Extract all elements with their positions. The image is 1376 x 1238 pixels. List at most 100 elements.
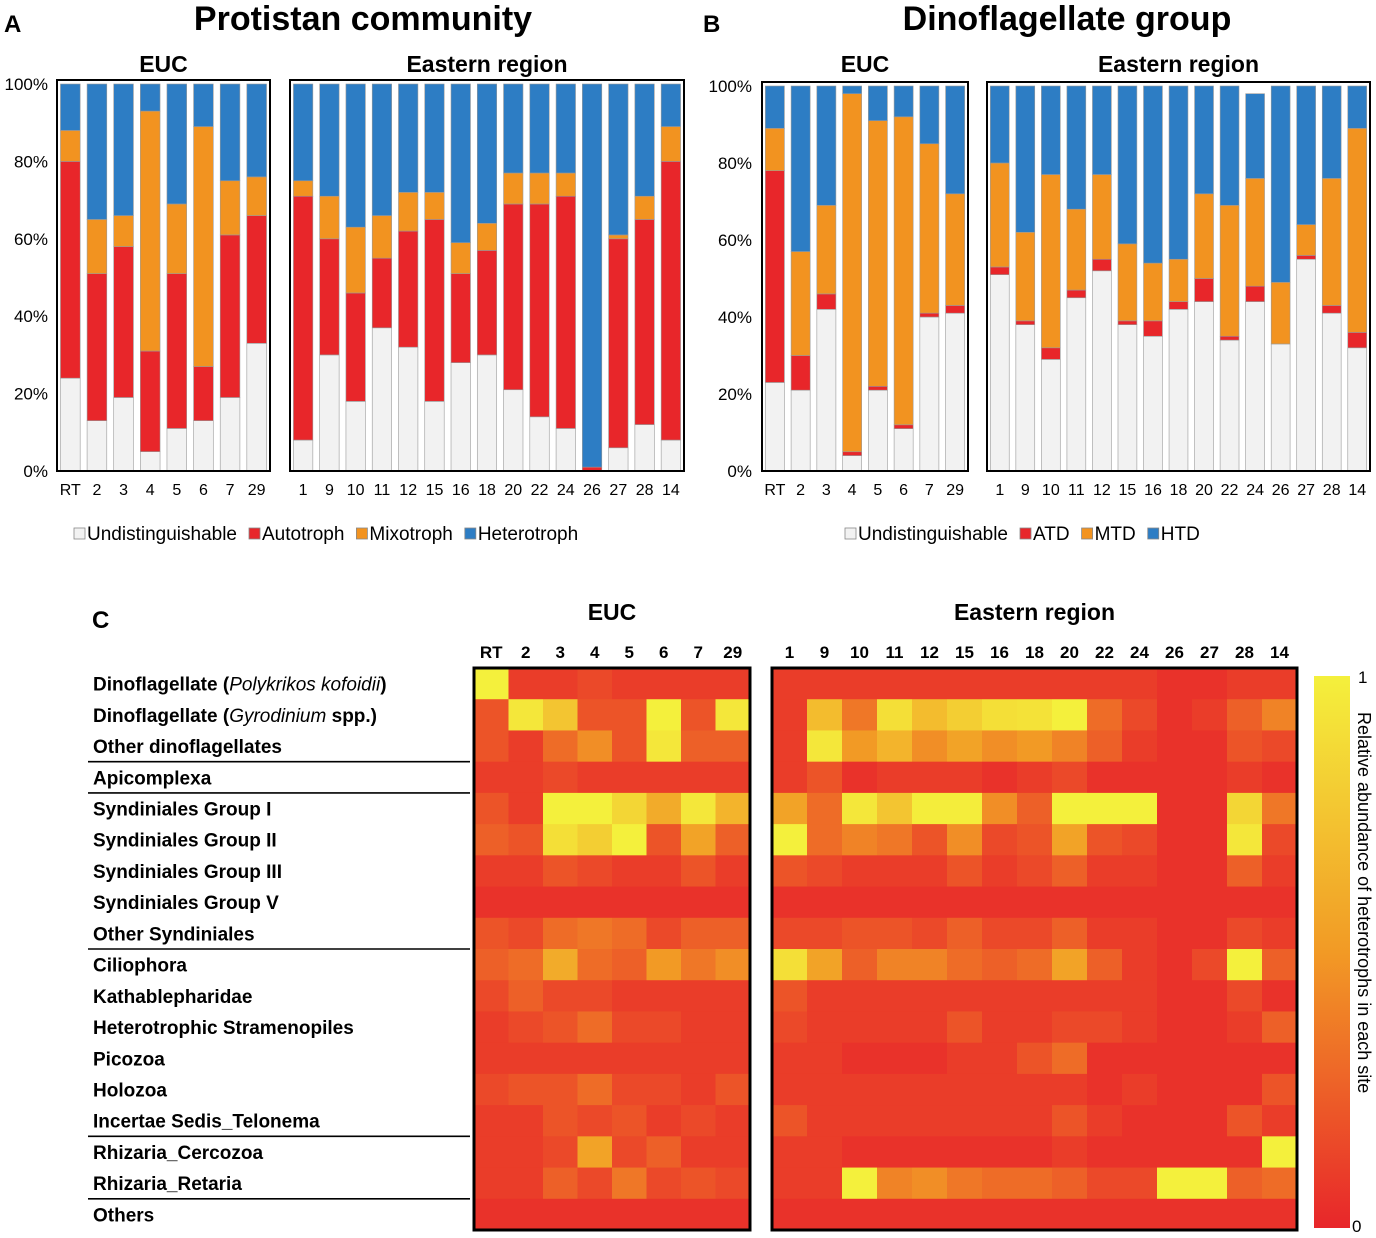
bar-segment-mixotroph bbox=[634, 195, 655, 220]
heatmap-cell bbox=[1052, 1167, 1088, 1200]
panel-b-stacked-bar-chart: B Dinoflagellate group 0% 20% 40% 60% 80% 100% E… bbox=[703, 0, 1371, 545]
bar-segment-undistinguishable bbox=[1296, 258, 1316, 472]
bar-segment-htd bbox=[1066, 85, 1087, 210]
heatmap-cell bbox=[715, 668, 751, 700]
heatmap-cell bbox=[646, 980, 682, 1013]
heatmap-cell bbox=[1122, 792, 1158, 825]
column-label: 20 bbox=[1060, 643, 1079, 662]
heatmap-cell bbox=[715, 699, 751, 732]
bar-segment-atd bbox=[990, 266, 1010, 275]
heatmap-cell bbox=[1192, 824, 1228, 856]
heatmap-cell bbox=[947, 1198, 983, 1231]
bar-segment-heterotroph bbox=[398, 83, 419, 193]
heatmap-cell bbox=[543, 1011, 579, 1044]
heatmap-cell bbox=[1157, 824, 1193, 856]
heatmap-cell bbox=[947, 1073, 983, 1106]
bar-segment-autotroph bbox=[476, 250, 498, 356]
x-tick-label: RT bbox=[764, 482, 785, 499]
heatmap-cell bbox=[982, 730, 1018, 763]
bar-segment-undistinguishable bbox=[450, 362, 471, 472]
heatmap-frame bbox=[770, 666, 1299, 1232]
heatmap-cell bbox=[947, 980, 983, 1013]
bar-segment-undistinguishable bbox=[293, 439, 314, 472]
bar-segment-undistinguishable bbox=[503, 389, 524, 472]
bar-segment-heterotroph bbox=[246, 83, 267, 178]
heatmap-cell bbox=[772, 699, 808, 732]
bar-segment-mtd bbox=[919, 143, 940, 314]
heatmap-cell bbox=[577, 1136, 613, 1169]
bar-segment-undistinguishable bbox=[345, 401, 366, 472]
heatmap-cell bbox=[1122, 1011, 1158, 1044]
x-tick-label: 1 bbox=[299, 482, 308, 499]
bar-segment-mixotroph bbox=[113, 215, 134, 247]
bar-segment-mixotroph bbox=[293, 180, 314, 197]
heatmap-cell bbox=[612, 824, 648, 856]
x-tick-label: 12 bbox=[1093, 482, 1111, 499]
heatmap-cell bbox=[543, 761, 579, 794]
heatmap-cell bbox=[577, 917, 613, 950]
bar-segment-atd bbox=[1066, 289, 1087, 299]
heatmap-cell bbox=[1262, 1042, 1298, 1075]
colorbar-min-label: 0 bbox=[1352, 1217, 1361, 1236]
heatmap-cell bbox=[1157, 792, 1193, 825]
bar-segment-htd bbox=[765, 85, 785, 129]
heatmap-cell bbox=[982, 761, 1018, 794]
legend-swatch bbox=[464, 527, 477, 540]
heatmap-cell bbox=[772, 1105, 808, 1137]
bar-segment-autotroph bbox=[219, 234, 241, 398]
column-label: 22 bbox=[1095, 643, 1114, 662]
heatmap-cell bbox=[508, 917, 544, 950]
heatmap-cell bbox=[842, 824, 878, 856]
panel-title: Protistan community bbox=[194, 0, 532, 38]
bar-segment-heterotroph bbox=[113, 83, 134, 216]
heatmap-cell bbox=[877, 917, 913, 950]
bar-segment-mixotroph bbox=[660, 126, 681, 162]
bar-segment-autotroph bbox=[86, 273, 108, 421]
heatmap-cell bbox=[1227, 1011, 1263, 1044]
heatmap-cell bbox=[807, 699, 843, 732]
row-label: Picozoa bbox=[93, 1049, 165, 1070]
heatmap-cell bbox=[715, 730, 751, 763]
heatmap-cell bbox=[842, 761, 878, 794]
panel-a-stacked-bar-chart: A Protistan community 0% 20% 40% 60% 80% 100% EU… bbox=[4, 0, 685, 545]
heatmap-cell bbox=[842, 1073, 878, 1106]
heatmap-cell bbox=[1017, 792, 1053, 825]
heatmap-cell bbox=[1017, 824, 1053, 856]
legend-label: Autotroph bbox=[262, 524, 344, 545]
heatmap-cell bbox=[1087, 699, 1123, 732]
heatmap-cell bbox=[474, 917, 510, 950]
heatmap-cell bbox=[474, 886, 510, 919]
heatmap-cell bbox=[1052, 1105, 1088, 1137]
bar-segment-undistinguishable bbox=[1066, 297, 1087, 472]
x-tick-label: 9 bbox=[1021, 482, 1030, 499]
heatmap-cell bbox=[1157, 1136, 1193, 1169]
bar-segment-undistinguishable bbox=[945, 312, 965, 472]
heatmap-cell bbox=[1122, 855, 1158, 888]
bar-segment-mtd bbox=[1092, 174, 1112, 260]
heatmap-cell bbox=[877, 1011, 913, 1044]
bar-segment-mixotroph bbox=[608, 234, 629, 240]
heatmap-cell bbox=[947, 824, 983, 856]
bar-segment-undistinguishable bbox=[113, 397, 134, 472]
row-label: Others bbox=[93, 1205, 154, 1226]
heatmap-cell bbox=[1227, 668, 1263, 700]
bar-segment-mtd bbox=[1117, 243, 1138, 322]
heatmap-cell bbox=[508, 1105, 544, 1137]
heatmap-cell bbox=[772, 1167, 808, 1200]
x-tick-label: 5 bbox=[873, 482, 882, 499]
bar-segment-mixotroph bbox=[246, 176, 267, 216]
heatmap-cell bbox=[681, 1042, 717, 1075]
heatmap-cell bbox=[612, 1198, 648, 1231]
bar-segment-atd bbox=[1143, 320, 1163, 337]
heatmap-cell bbox=[947, 730, 983, 763]
column-label: 11 bbox=[886, 643, 904, 662]
heatmap-cell bbox=[612, 730, 648, 763]
bar-segment-atd bbox=[868, 385, 888, 391]
bar-segment-autotroph bbox=[634, 219, 655, 425]
heatmap-cell bbox=[508, 792, 544, 825]
bar-segment-atd bbox=[1347, 332, 1367, 349]
heatmap-cell bbox=[577, 855, 613, 888]
bar-segment-htd bbox=[842, 85, 862, 94]
heatmap-cell bbox=[1262, 792, 1298, 825]
bar-segment-atd bbox=[1092, 258, 1112, 272]
